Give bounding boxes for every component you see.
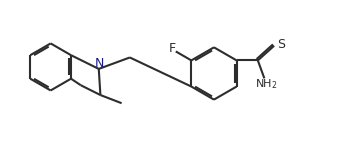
Text: NH$_2$: NH$_2$ xyxy=(255,77,277,91)
Text: S: S xyxy=(277,38,285,51)
Text: F: F xyxy=(168,42,175,55)
Text: N: N xyxy=(95,57,104,70)
